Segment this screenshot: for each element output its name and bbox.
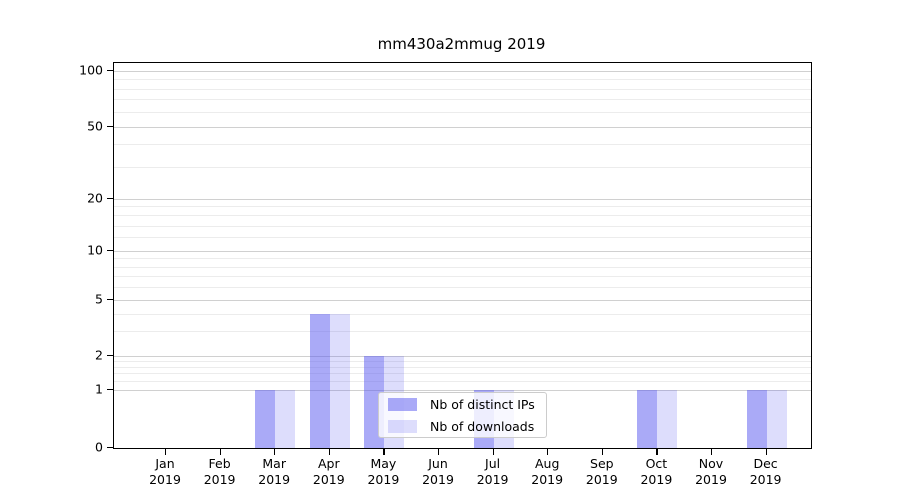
gridline-minor [114, 215, 811, 217]
y-tick-mark [107, 447, 113, 449]
x-tick-mark [601, 449, 603, 455]
gridline-minor [114, 313, 811, 315]
gridline-minor [114, 111, 811, 113]
y-tick-mark [107, 299, 113, 301]
x-tick-mark [274, 449, 276, 455]
y-tick-mark [107, 197, 113, 199]
gridline-minor [114, 373, 811, 375]
y-tick-label: 50 [87, 118, 103, 133]
x-tick-label-jun: Jun 2019 [422, 456, 454, 487]
x-tick-label-sep: Sep 2019 [585, 456, 618, 487]
gridline-major [114, 70, 811, 72]
legend-swatch-downloads [388, 419, 417, 433]
x-tick-mark [492, 449, 494, 455]
bar-distinct-ips-mar [255, 389, 276, 448]
x-tick-label-nov: Nov 2019 [695, 456, 727, 487]
gridline-major [114, 251, 811, 252]
gridline-minor [114, 99, 811, 101]
y-tick-label: 5 [95, 291, 103, 307]
x-tick-mark [219, 449, 221, 455]
gridline-minor [114, 331, 811, 333]
y-tick-mark [107, 250, 113, 252]
gridline-minor [114, 276, 811, 278]
x-tick-mark [165, 449, 167, 455]
gridline-major [114, 300, 811, 301]
gridline-major [114, 126, 811, 128]
gridline-minor [114, 166, 811, 168]
x-tick-label-may: May 2019 [367, 456, 400, 487]
gridline-minor [114, 88, 811, 90]
bar-downloads-oct [657, 389, 678, 448]
gridline-minor [114, 225, 811, 227]
y-tick-mark [107, 388, 113, 390]
gridline-minor [114, 144, 811, 146]
y-tick-mark [107, 125, 113, 127]
y-tick-label: 2 [95, 347, 103, 363]
bar-downloads-dec [766, 389, 787, 448]
y-tick-label: 20 [87, 190, 103, 205]
x-tick-label-oct: Oct 2019 [640, 456, 673, 487]
bar-downloads-mar [275, 389, 296, 448]
gridline-minor [114, 361, 811, 363]
x-tick-label-jan: Jan 2019 [149, 456, 181, 487]
x-tick-label-apr: Apr 2019 [312, 456, 345, 487]
gridline-minor [114, 79, 811, 80]
x-tick-mark [656, 449, 658, 455]
gridline-minor [114, 206, 811, 208]
gridline-major [114, 356, 811, 357]
legend: Nb of distinct IPs Nb of downloads [378, 392, 547, 438]
x-tick-mark [547, 449, 549, 455]
y-tick-label: 0 [95, 439, 103, 455]
y-tick-label: 100 [79, 62, 103, 77]
x-tick-mark [383, 449, 385, 455]
x-tick-mark [765, 449, 767, 455]
bar-distinct-ips-oct [637, 389, 658, 448]
gridline-major [114, 389, 811, 391]
x-tick-label-aug: Aug 2019 [531, 456, 564, 487]
gridline-minor [114, 266, 811, 268]
legend-item-downloads: Nb of downloads [379, 415, 546, 437]
gridline-minor [114, 258, 811, 260]
y-tick-label: 10 [87, 242, 103, 258]
bar-distinct-ips-apr [309, 313, 330, 448]
x-tick-mark [711, 449, 713, 455]
legend-item-distinct-ips: Nb of distinct IPs [379, 393, 546, 415]
x-tick-mark [328, 449, 330, 455]
gridline-minor [114, 366, 811, 368]
gridline-minor [114, 287, 811, 289]
bar-distinct-ips-dec [746, 389, 767, 448]
x-tick-label-jul: Jul 2019 [476, 456, 509, 487]
legend-label-downloads: Nb of downloads [430, 418, 535, 434]
plot-area: Nb of distinct IPs Nb of downloads [113, 62, 812, 449]
y-tick-mark [107, 69, 113, 71]
x-tick-mark [438, 449, 440, 455]
gridline-major [114, 198, 811, 200]
x-tick-label-dec: Dec 2019 [749, 456, 782, 487]
legend-label-distinct-ips: Nb of distinct IPs [430, 396, 535, 412]
y-tick-mark [107, 355, 113, 357]
bar-downloads-apr [329, 313, 350, 448]
x-tick-label-mar: Mar 2019 [258, 456, 291, 487]
x-tick-label-feb: Feb 2019 [203, 456, 236, 487]
gridline-minor [114, 237, 811, 239]
chart-title: mm430a2mmug 2019 [377, 35, 546, 53]
legend-swatch-distinct-ips [388, 397, 417, 411]
gridline-minor [114, 380, 811, 382]
y-tick-label: 1 [95, 381, 103, 396]
